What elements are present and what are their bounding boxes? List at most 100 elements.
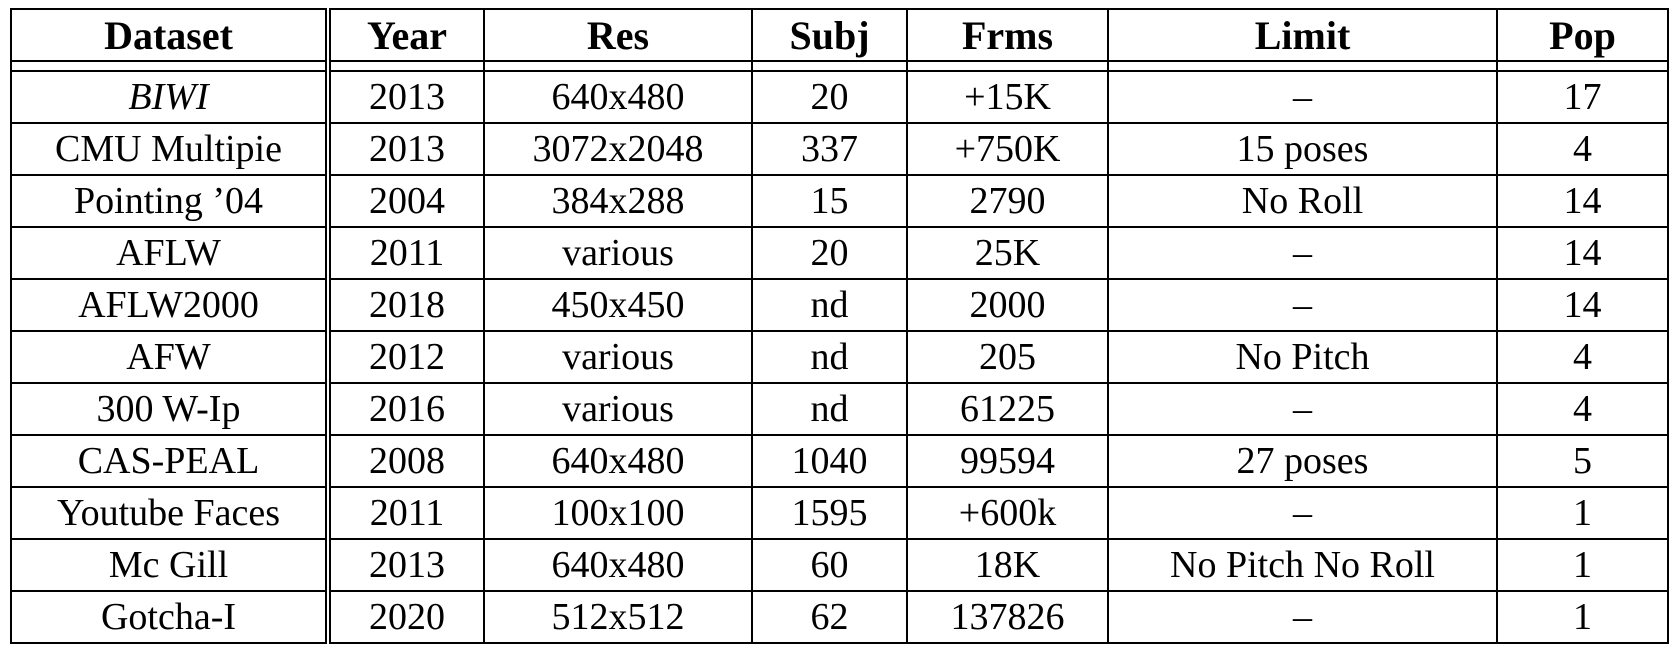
cell-subj: 15	[751, 175, 908, 228]
cell-year: 2018	[327, 279, 485, 332]
table-row: CMU Multipie 2013 3072x2048 337 +750K 15 pose…	[10, 123, 1669, 176]
cell-frms: 61225	[906, 383, 1109, 436]
cell-year: 2020	[327, 591, 485, 644]
cell-limit: 27 poses	[1107, 435, 1498, 488]
cell-frms: 205	[906, 331, 1109, 384]
header-row: Dataset Year Res Subj Frms Limit Pop	[10, 8, 1669, 62]
cell-subj: nd	[751, 279, 908, 332]
cell-subj: 20	[751, 227, 908, 280]
cell-res: various	[483, 383, 753, 436]
table-row: Youtube Faces 2011 100x100 1595 +600k –1	[10, 487, 1669, 540]
cell-pop: 1	[1496, 539, 1669, 592]
cell-pop: 5	[1496, 435, 1669, 488]
header-subj: Subj	[751, 8, 908, 62]
cell-year: 2013	[327, 70, 485, 124]
cell-year: 2013	[327, 539, 485, 592]
cell-frms: 18K	[906, 539, 1109, 592]
dataset-table-container: Dataset Year Res Subj Frms Limit Pop BIW…	[10, 8, 1669, 644]
cell-year: 2011	[327, 227, 485, 280]
table-row: AFLW 2011 various 20 25K –14	[10, 227, 1669, 280]
cell-limit: No Pitch No Roll	[1107, 539, 1498, 592]
cell-limit: –	[1107, 70, 1498, 124]
cell-frms: +600k	[906, 487, 1109, 540]
cell-pop: 4	[1496, 123, 1669, 176]
cell-dataset: AFW	[10, 331, 331, 384]
header-limit: Limit	[1107, 8, 1498, 62]
cell-pop: 1	[1496, 487, 1669, 540]
cell-pop: 1	[1496, 591, 1669, 644]
cell-year: 2011	[327, 487, 485, 540]
cell-year: 2004	[327, 175, 485, 228]
cell-dataset: 300 W-Ip	[10, 383, 331, 436]
cell-limit: No Roll	[1107, 175, 1498, 228]
cell-limit: No Pitch	[1107, 331, 1498, 384]
table-row: BIWI 2013 640x480 20 +15K –17	[10, 70, 1669, 124]
cell-subj: 337	[751, 123, 908, 176]
cell-frms: +15K	[906, 70, 1109, 124]
cell-res: various	[483, 227, 753, 280]
cell-limit: 15 poses	[1107, 123, 1498, 176]
cell-subj: nd	[751, 383, 908, 436]
cell-year: 2012	[327, 331, 485, 384]
cell-dataset: Youtube Faces	[10, 487, 331, 540]
cell-pop: 14	[1496, 175, 1669, 228]
cell-dataset: BIWI	[10, 70, 331, 124]
cell-res: 450x450	[483, 279, 753, 332]
cell-frms: 2790	[906, 175, 1109, 228]
cell-dataset: Mc Gill	[10, 539, 331, 592]
cell-limit: –	[1107, 227, 1498, 280]
cell-subj: 60	[751, 539, 908, 592]
cell-res: 640x480	[483, 70, 753, 124]
cell-res: 512x512	[483, 591, 753, 644]
cell-subj: 1040	[751, 435, 908, 488]
cell-limit: –	[1107, 487, 1498, 540]
table-row: AFW 2012 various nd 205 No Pitch 4	[10, 331, 1669, 384]
cell-res: 640x480	[483, 435, 753, 488]
table-body: BIWI 2013 640x480 20 +15K –17 CMU Multipie 2013…	[10, 70, 1669, 644]
header-res: Res	[483, 8, 753, 62]
cell-limit: –	[1107, 591, 1498, 644]
table-row: CAS-PEAL 2008 640x480 1040 99594 27 poses 5	[10, 435, 1669, 488]
cell-year: 2013	[327, 123, 485, 176]
table-row: AFLW2000 2018 450x450 nd 2000–14	[10, 279, 1669, 332]
cell-dataset: Gotcha-I	[10, 591, 331, 644]
cell-limit: –	[1107, 383, 1498, 436]
cell-pop: 4	[1496, 331, 1669, 384]
cell-res: 100x100	[483, 487, 753, 540]
cell-subj: 20	[751, 70, 908, 124]
cell-res: 384x288	[483, 175, 753, 228]
table-row: Mc Gill 2013 640x480 60 18K No Pitch No Roll 1	[10, 539, 1669, 592]
cell-frms: 137826	[906, 591, 1109, 644]
cell-pop: 14	[1496, 279, 1669, 332]
table-row: 300 W-Ip 2016 various nd 61225–4	[10, 383, 1669, 436]
cell-pop: 17	[1496, 70, 1669, 124]
header-year: Year	[327, 8, 485, 62]
cell-year: 2016	[327, 383, 485, 436]
cell-dataset: CAS-PEAL	[10, 435, 331, 488]
table-row: Gotcha-I 2020 512x512 62 137826–1	[10, 591, 1669, 644]
header-pop: Pop	[1496, 8, 1669, 62]
cell-year: 2008	[327, 435, 485, 488]
cell-frms: 2000	[906, 279, 1109, 332]
cell-frms: +750K	[906, 123, 1109, 176]
cell-subj: 1595	[751, 487, 908, 540]
cell-res: 640x480	[483, 539, 753, 592]
cell-dataset: CMU Multipie	[10, 123, 331, 176]
cell-subj: nd	[751, 331, 908, 384]
cell-dataset: AFLW2000	[10, 279, 331, 332]
header-separator	[10, 61, 1669, 71]
header-dataset: Dataset	[10, 8, 331, 62]
cell-res: 3072x2048	[483, 123, 753, 176]
table-row: Pointing ’04 2004 384x288 15 2790 No Roll 14	[10, 175, 1669, 228]
dataset-table: Dataset Year Res Subj Frms Limit Pop BIW…	[10, 8, 1669, 644]
cell-dataset: AFLW	[10, 227, 331, 280]
header-frms: Frms	[906, 8, 1109, 62]
cell-pop: 4	[1496, 383, 1669, 436]
cell-frms: 99594	[906, 435, 1109, 488]
cell-limit: –	[1107, 279, 1498, 332]
cell-frms: 25K	[906, 227, 1109, 280]
cell-pop: 14	[1496, 227, 1669, 280]
cell-res: various	[483, 331, 753, 384]
cell-dataset: Pointing ’04	[10, 175, 331, 228]
cell-subj: 62	[751, 591, 908, 644]
